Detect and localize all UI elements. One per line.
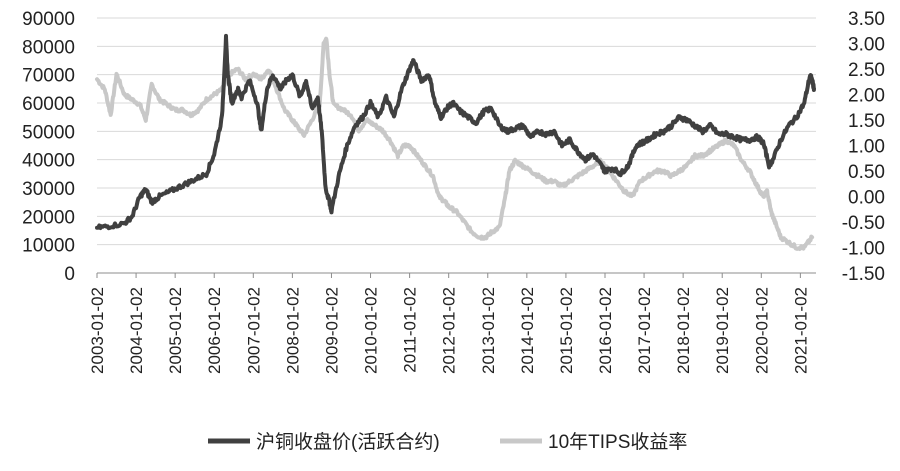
left-tick-label: 60000 bbox=[22, 94, 75, 115]
right-tick-label: 1.00 bbox=[848, 137, 885, 158]
right-tick-label: -0.50 bbox=[842, 213, 885, 234]
right-tick-label: 2.50 bbox=[848, 60, 885, 81]
x-tick-label: 2018-01-02 bbox=[674, 287, 693, 374]
legend-item-copper[interactable]: 沪铜收盘价(活跃合约) bbox=[208, 431, 440, 453]
right-tick-label: 1.50 bbox=[848, 111, 885, 132]
left-tick-label: 10000 bbox=[22, 236, 75, 257]
x-tick-label: 2003-01-02 bbox=[88, 287, 107, 374]
x-tick-label: 2020-01-02 bbox=[752, 287, 771, 374]
left-tick-label: 30000 bbox=[22, 179, 75, 200]
right-tick-label: 3.50 bbox=[848, 9, 885, 30]
x-axis: 2003-01-02 2004-01-02 2005-01-02 2006-01-02… bbox=[88, 272, 816, 374]
x-tick-label: 2011-01-02 bbox=[401, 287, 420, 373]
right-tick-label: -1.00 bbox=[842, 239, 885, 260]
series-layer bbox=[95, 33, 816, 252]
x-tick-label: 2005-01-02 bbox=[166, 287, 185, 374]
legend-label-copper: 沪铜收盘价(活跃合约) bbox=[256, 431, 440, 453]
legend: 沪铜收盘价(活跃合约) 10年TIPS收益率 bbox=[208, 431, 687, 453]
left-tick-label: 90000 bbox=[22, 9, 75, 30]
left-tick-label: 20000 bbox=[22, 207, 75, 228]
series-line-tips bbox=[95, 36, 815, 252]
legend-label-tips: 10年TIPS收益率 bbox=[548, 431, 687, 453]
right-tick-label: 0.00 bbox=[848, 188, 885, 209]
x-tick-label: 2016-01-02 bbox=[596, 287, 615, 374]
left-tick-label: 0 bbox=[64, 264, 75, 285]
left-tick-label: 70000 bbox=[22, 66, 75, 87]
left-y-axis: 90000 80000 70000 60000 50000 40000 30000 20000… bbox=[22, 9, 75, 285]
x-tick-label: 2013-01-02 bbox=[479, 287, 498, 374]
left-tick-label: 50000 bbox=[22, 122, 75, 143]
right-tick-label: 0.50 bbox=[848, 162, 885, 183]
x-tick-label: 2021-01-02 bbox=[791, 287, 810, 374]
right-y-axis: 3.50 3.00 2.50 2.00 1.50 1.00 0.50 0.00 -0.50 -1.… bbox=[842, 9, 885, 285]
left-tick-label: 40000 bbox=[22, 151, 75, 172]
x-tick-label: 2004-01-02 bbox=[127, 287, 146, 374]
x-tick-label: 2014-01-02 bbox=[518, 287, 537, 374]
x-tick-label: 2010-01-02 bbox=[362, 287, 381, 374]
x-tick-label: 2015-01-02 bbox=[557, 287, 576, 374]
legend-item-tips[interactable]: 10年TIPS收益率 bbox=[500, 431, 687, 453]
left-tick-label: 80000 bbox=[22, 37, 75, 58]
series-line-copper bbox=[95, 33, 816, 231]
x-tick-label: 2019-01-02 bbox=[713, 287, 732, 374]
x-tick-label: 2007-01-02 bbox=[244, 287, 263, 374]
right-tick-label: 3.00 bbox=[848, 35, 885, 56]
x-tick-label: 2012-01-02 bbox=[440, 287, 459, 374]
x-tick-label: 2009-01-02 bbox=[322, 287, 341, 374]
x-tick-label: 2008-01-02 bbox=[283, 287, 302, 374]
right-tick-label: -1.50 bbox=[842, 264, 885, 285]
x-tick-label: 2006-01-02 bbox=[205, 287, 224, 374]
right-tick-label: 2.00 bbox=[848, 86, 885, 107]
x-tick-label: 2017-01-02 bbox=[635, 287, 654, 374]
